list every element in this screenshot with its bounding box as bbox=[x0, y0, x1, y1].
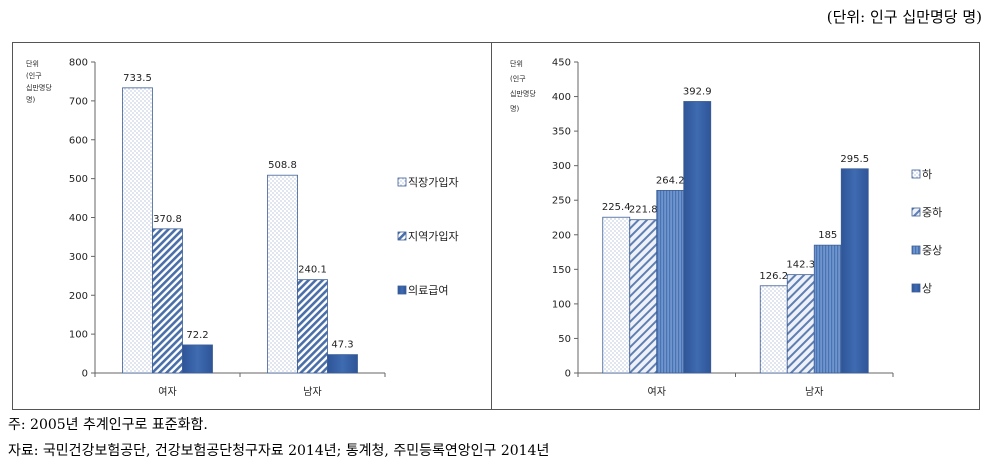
legend-label-1-2: 중상 bbox=[922, 244, 942, 257]
x-tick-label-0-1: 남자 bbox=[303, 386, 321, 398]
y-tick-label-0-400: 400 bbox=[69, 213, 88, 224]
legend-swatch-0-0 bbox=[397, 177, 407, 187]
y-tick-label-1-250: 250 bbox=[552, 196, 571, 207]
x-tick-label-1-0: 여자 bbox=[648, 386, 666, 398]
legend-label-0-1: 지역가입자 bbox=[408, 230, 459, 243]
legend-label-1-3: 상 bbox=[922, 282, 932, 295]
legend-swatch-1-0 bbox=[911, 169, 921, 179]
data-label-1-3-0: 392.9 bbox=[683, 86, 712, 97]
y-tick-label-0-0: 0 bbox=[82, 369, 88, 380]
data-label-0-1-0: 370.8 bbox=[153, 214, 182, 225]
data-label-0-2-1: 47.3 bbox=[331, 340, 353, 351]
y-tick-label-1-200: 200 bbox=[552, 230, 571, 241]
legend-swatch-1-2 bbox=[911, 245, 921, 255]
legend-label-1-0: 하 bbox=[922, 167, 932, 181]
x-tick-label-1-1: 남자 bbox=[805, 386, 823, 398]
bar-0-0-1 bbox=[267, 174, 298, 374]
y-axis-label-1-1: (인구 bbox=[510, 74, 526, 83]
y-tick-label-1-350: 350 bbox=[552, 127, 571, 138]
bar-0-2-0 bbox=[182, 344, 213, 374]
y-tick-label-1-0: 0 bbox=[565, 369, 571, 380]
legend-swatch-1-3 bbox=[911, 283, 921, 293]
y-axis-label-1-3: 명) bbox=[510, 104, 519, 113]
bar-0-0-0 bbox=[122, 87, 153, 374]
source-note: 자료: 국민건강보험공단, 건강보험공단청구자료 2014년; 통계청, 주민등… bbox=[8, 443, 550, 459]
bar-0-1-1 bbox=[297, 279, 328, 374]
bar-1-3-0 bbox=[683, 101, 712, 374]
data-label-1-2-1: 185 bbox=[818, 230, 837, 241]
y-tick-label-1-150: 150 bbox=[552, 265, 571, 276]
y-tick-label-0-600: 600 bbox=[69, 135, 88, 146]
data-label-1-0-1: 126.2 bbox=[759, 271, 788, 282]
y-tick-label-1-450: 450 bbox=[552, 58, 571, 69]
legend-label-0-2: 의료급여 bbox=[408, 284, 448, 297]
y-tick-label-1-50: 50 bbox=[558, 334, 571, 345]
y-axis-label-0-2: 십만명당 bbox=[26, 83, 52, 92]
x-tick-label-0-0: 여자 bbox=[158, 386, 176, 398]
bar-1-1-1 bbox=[786, 274, 815, 374]
legend-swatch-1-1 bbox=[911, 207, 921, 217]
bar-1-2-0 bbox=[656, 190, 685, 374]
bar-1-3-1 bbox=[840, 168, 869, 374]
data-label-1-2-0: 264.2 bbox=[656, 175, 685, 186]
y-axis-label-0-1: (인구 bbox=[26, 71, 42, 80]
data-label-1-1-1: 142.3 bbox=[786, 260, 815, 271]
y-tick-label-1-400: 400 bbox=[552, 92, 571, 103]
chart-divider bbox=[491, 42, 492, 410]
y-axis-label-1-0: 단위 bbox=[510, 59, 523, 68]
legend-swatch-0-1 bbox=[397, 231, 407, 241]
bar-1-0-1 bbox=[759, 285, 788, 374]
y-axis-label-0-3: 명) bbox=[26, 95, 35, 104]
legend-label-1-1: 중하 bbox=[922, 205, 942, 219]
y-tick-label-0-700: 700 bbox=[69, 96, 88, 107]
y-tick-label-0-100: 100 bbox=[69, 330, 88, 341]
y-tick-label-1-300: 300 bbox=[552, 161, 571, 172]
data-label-0-1-1: 240.1 bbox=[298, 265, 327, 276]
data-label-0-0-1: 508.8 bbox=[268, 160, 297, 171]
bar-1-0-0 bbox=[602, 216, 631, 374]
bar-1-1-0 bbox=[629, 219, 658, 374]
y-tick-label-0-200: 200 bbox=[69, 291, 88, 302]
chart-frame bbox=[12, 42, 980, 410]
data-label-0-0-0: 733.5 bbox=[123, 73, 152, 84]
data-label-0-2-0: 72.2 bbox=[186, 330, 208, 341]
data-label-1-0-0: 225.4 bbox=[602, 202, 631, 213]
y-tick-label-1-100: 100 bbox=[552, 299, 571, 310]
y-tick-label-0-500: 500 bbox=[69, 174, 88, 185]
y-axis-label-1-2: 십만명당 bbox=[510, 89, 536, 98]
bar-0-2-1 bbox=[327, 354, 358, 374]
legend-label-0-0: 직장가입자 bbox=[408, 176, 459, 189]
y-axis-label-0-0: 단위 bbox=[26, 59, 39, 68]
data-label-1-3-1: 295.5 bbox=[840, 154, 869, 165]
bar-1-2-1 bbox=[813, 244, 842, 374]
bar-0-1-0 bbox=[152, 228, 183, 374]
data-label-1-1-0: 221.8 bbox=[629, 205, 658, 216]
y-tick-label-0-800: 800 bbox=[69, 58, 88, 69]
legend-swatch-0-2 bbox=[397, 285, 407, 295]
y-tick-label-0-300: 300 bbox=[69, 252, 88, 263]
footnote: 주: 2005년 추계인구로 표준화함. bbox=[8, 417, 208, 433]
unit-note: (단위: 인구 십만명당 명) bbox=[826, 8, 982, 26]
